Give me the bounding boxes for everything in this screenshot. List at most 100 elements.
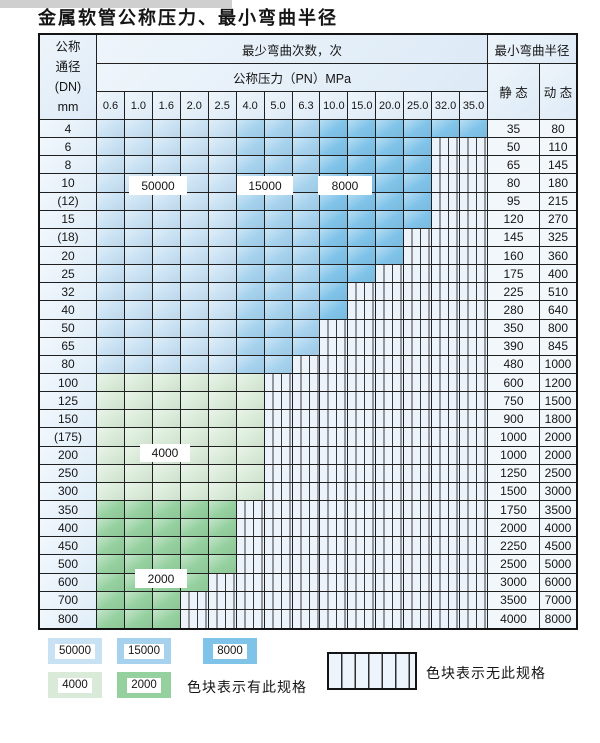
grid-cell bbox=[320, 301, 349, 320]
grid-cell bbox=[124, 609, 153, 628]
grid-cell bbox=[236, 428, 265, 447]
pressure-column-header: 1.6 bbox=[152, 92, 181, 120]
grid-cell bbox=[124, 120, 153, 139]
row-label-dn: 80 bbox=[40, 355, 97, 374]
grid-cell bbox=[97, 573, 125, 592]
grid-cell bbox=[152, 210, 181, 229]
grid-cell bbox=[236, 337, 265, 356]
grid-cell bbox=[208, 573, 237, 592]
grid-cell bbox=[264, 283, 293, 302]
row-label-dn: 150 bbox=[40, 410, 97, 429]
grid-cell bbox=[208, 138, 237, 157]
grid-cell bbox=[404, 555, 433, 574]
grid-cell bbox=[236, 410, 265, 429]
grid-cell bbox=[236, 283, 265, 302]
grid-cell bbox=[264, 428, 293, 447]
grid-cell bbox=[376, 174, 405, 193]
grid-cell bbox=[348, 537, 377, 556]
grid-cell bbox=[460, 537, 488, 556]
pressure-column-header: 5.0 bbox=[264, 92, 293, 120]
grid-cell bbox=[152, 500, 181, 520]
grid-cell bbox=[236, 482, 265, 501]
grid-cell bbox=[124, 228, 153, 247]
grid-cell bbox=[292, 446, 321, 465]
grid-cell bbox=[432, 283, 461, 302]
pressure-column-header: 2.5 bbox=[208, 92, 237, 120]
grid-cell bbox=[180, 609, 209, 628]
grid-cell bbox=[292, 246, 321, 266]
grid-cell bbox=[320, 555, 349, 574]
grid-cell bbox=[432, 464, 461, 483]
grid-cell bbox=[208, 500, 237, 520]
grid-cell bbox=[292, 265, 321, 284]
grid-cell bbox=[404, 301, 433, 320]
grid-cell bbox=[404, 355, 433, 374]
grid-cell bbox=[320, 355, 349, 374]
grid-cell bbox=[348, 301, 377, 320]
grid-cell bbox=[292, 428, 321, 447]
dn-header-line: (DN) bbox=[54, 80, 82, 94]
grid-cell bbox=[208, 319, 237, 338]
grid-cell bbox=[236, 519, 265, 538]
grid-cell bbox=[460, 555, 488, 574]
grid-cell bbox=[264, 120, 293, 139]
grid-cell bbox=[376, 464, 405, 483]
static-radius-value: 4000 bbox=[488, 609, 540, 628]
grid-cell bbox=[432, 591, 461, 610]
grid-cell bbox=[180, 482, 209, 501]
grid-cell bbox=[404, 246, 433, 266]
grid-cell bbox=[208, 174, 237, 193]
dynamic-radius-value: 400 bbox=[540, 265, 576, 284]
static-radius-value: 50 bbox=[488, 138, 540, 157]
grid-cell bbox=[376, 482, 405, 501]
dynamic-radius-value: 270 bbox=[540, 210, 576, 229]
grid-cell bbox=[264, 265, 293, 284]
grid-cell bbox=[404, 519, 433, 538]
grid-cell bbox=[292, 482, 321, 501]
grid-cell bbox=[320, 482, 349, 501]
grid-cell bbox=[348, 373, 377, 393]
grid-cell bbox=[236, 246, 265, 266]
grid-cell bbox=[152, 591, 181, 610]
grid-cell bbox=[180, 410, 209, 429]
grid-cell bbox=[236, 464, 265, 483]
grid-cell bbox=[264, 464, 293, 483]
grid-cell bbox=[264, 410, 293, 429]
dn-header-line: mm bbox=[57, 100, 79, 114]
grid-cell bbox=[208, 373, 237, 393]
grid-cell bbox=[124, 537, 153, 556]
row-label-dn: (175) bbox=[40, 428, 97, 447]
grid-cell bbox=[180, 573, 209, 592]
grid-cell bbox=[320, 609, 349, 628]
grid-cell bbox=[236, 228, 265, 247]
grid-cell bbox=[348, 138, 377, 157]
row-label-dn: 700 bbox=[40, 591, 97, 610]
dynamic-column-header: 动 态 bbox=[540, 64, 576, 120]
grid-cell bbox=[97, 555, 125, 574]
grid-cell bbox=[180, 537, 209, 556]
grid-cell bbox=[460, 283, 488, 302]
grid-cell bbox=[348, 246, 377, 266]
row-label-dn: (12) bbox=[40, 192, 97, 211]
dynamic-radius-value: 2500 bbox=[540, 464, 576, 483]
dynamic-radius-value: 5000 bbox=[540, 555, 576, 574]
grid-cell bbox=[292, 228, 321, 247]
static-radius-value: 900 bbox=[488, 410, 540, 429]
grid-cell bbox=[208, 482, 237, 501]
grid-cell bbox=[320, 246, 349, 266]
grid-cell bbox=[124, 482, 153, 501]
static-radius-value: 600 bbox=[488, 373, 540, 393]
grid-cell bbox=[376, 373, 405, 393]
grid-cell bbox=[264, 573, 293, 592]
grid-cell bbox=[180, 464, 209, 483]
grid-cell bbox=[152, 337, 181, 356]
grid-cell bbox=[180, 373, 209, 393]
grid-cell bbox=[404, 120, 433, 139]
grid-cell bbox=[208, 156, 237, 175]
row-label-dn: 100 bbox=[40, 373, 97, 393]
grid-cell bbox=[292, 337, 321, 356]
grid-cell bbox=[348, 464, 377, 483]
grid-cell bbox=[97, 355, 125, 374]
legend-swatch-15000: 15000 bbox=[117, 638, 171, 664]
grid-cell bbox=[292, 283, 321, 302]
